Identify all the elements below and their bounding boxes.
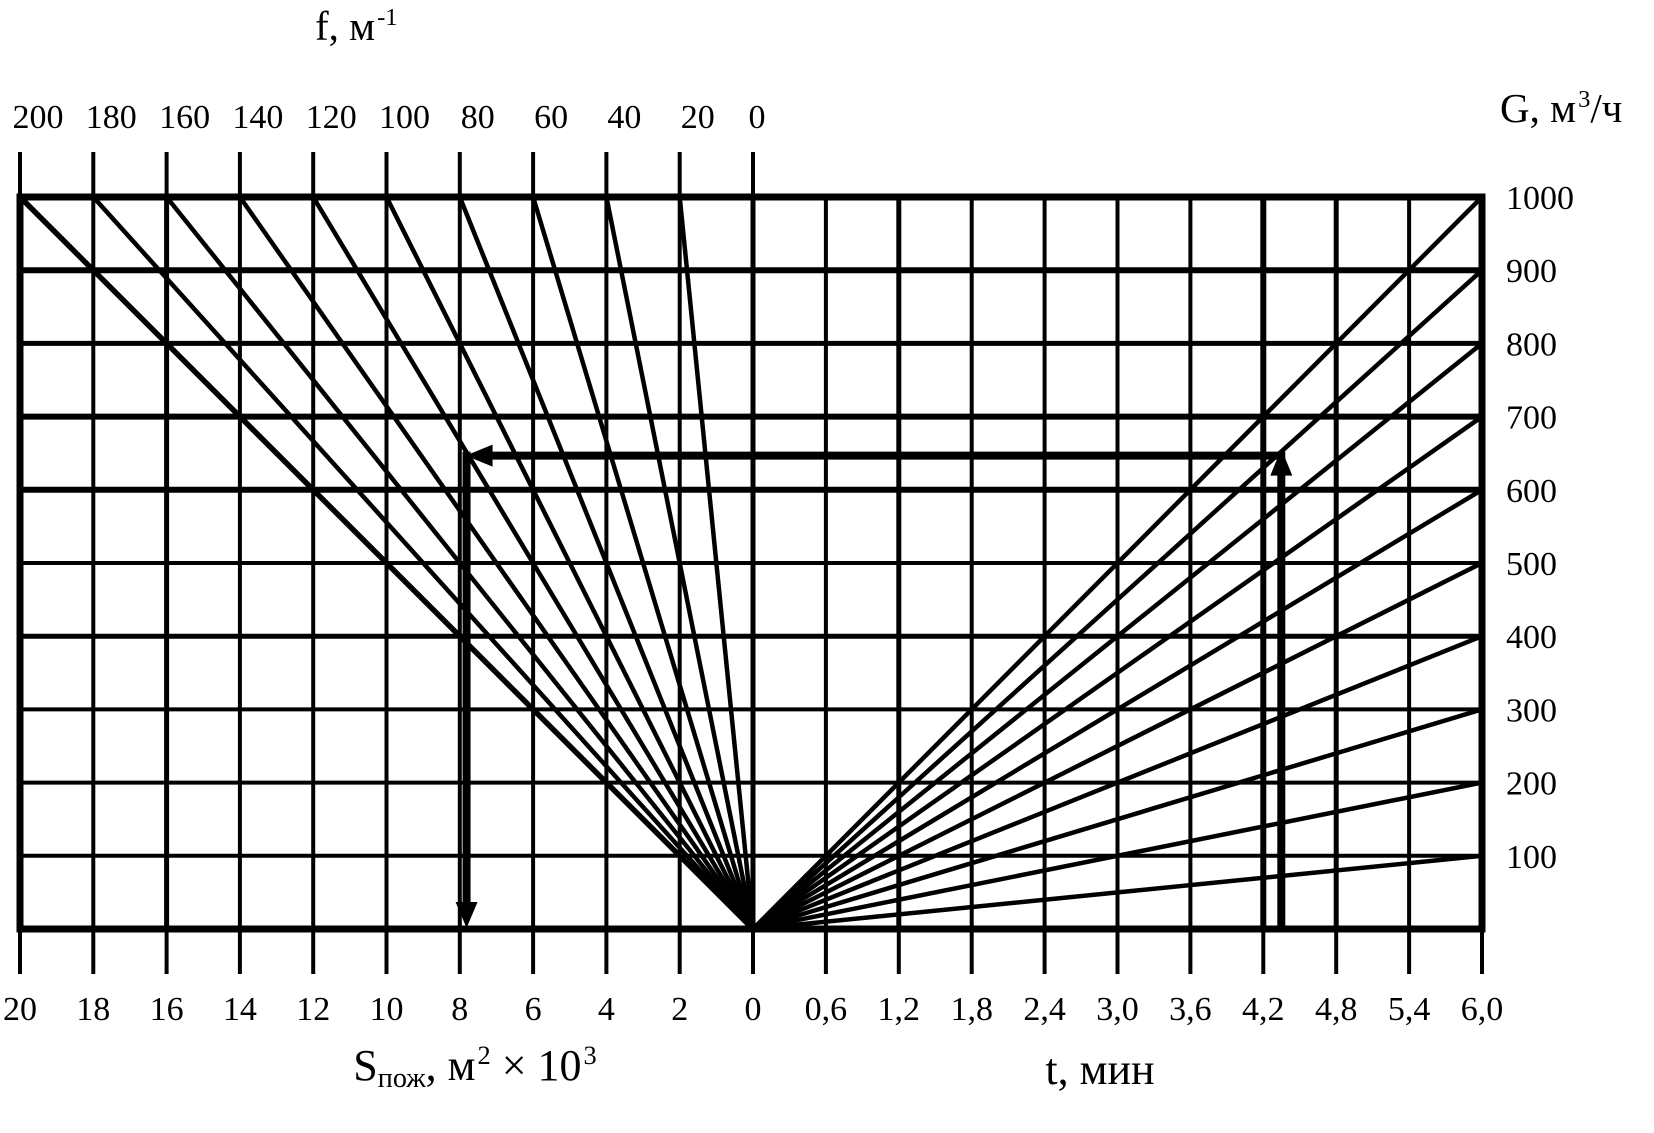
g-line-400: [752, 634, 1483, 932]
right-tick-label: 800: [1506, 326, 1557, 363]
g-line-200: [752, 780, 1483, 932]
g-line-700: [751, 414, 1484, 931]
g-line-600: [751, 487, 1484, 931]
bottom-left-tick-label: 18: [76, 991, 110, 1028]
t-title-text: t, мин: [1045, 1045, 1155, 1094]
right-tick-label: 1000: [1506, 180, 1574, 217]
g-line-300: [752, 707, 1483, 932]
g-line-100: [752, 853, 1483, 932]
f-line-140: [238, 195, 755, 931]
bottom-right-tick-label: 1,8: [950, 991, 993, 1028]
f-line-160: [164, 195, 755, 931]
top-tick-label: 60: [534, 99, 568, 136]
right-tick-label: 400: [1506, 619, 1557, 656]
example-arrow-left-head: [465, 444, 493, 467]
bottom-right-axis-title: t, мин: [1000, 1048, 1200, 1092]
f-line-40: [604, 196, 756, 930]
example-arrow-down-head: [455, 902, 478, 928]
s-title-mid: , м: [425, 1041, 476, 1090]
top-tick-label: 0: [749, 99, 766, 136]
bottom-right-tick-label: 3,0: [1096, 991, 1139, 1028]
right-tick-label: 100: [1506, 839, 1557, 876]
bottom-left-tick-label: 4: [598, 991, 615, 1028]
top-tick-label: 80: [461, 99, 495, 136]
top-axis-title-sup: -1: [377, 3, 398, 31]
bottom-left-tick-label: 8: [451, 991, 468, 1028]
bottom-left-tick-label: 16: [150, 991, 184, 1028]
f-line-60: [530, 196, 756, 930]
top-tick-label: 160: [159, 99, 210, 136]
f-line-180: [91, 195, 755, 931]
s-title-sub: пож: [377, 1062, 426, 1094]
bottom-left-tick-label: 20: [3, 991, 37, 1028]
right-tick-label: 900: [1506, 253, 1557, 290]
bottom-right-tick-label: 0,6: [805, 991, 848, 1028]
right-axis-title-after: /ч: [1590, 85, 1623, 131]
top-tick-label: 40: [607, 99, 641, 136]
g-line-900: [751, 268, 1484, 931]
bottom-left-tick-label: 12: [296, 991, 330, 1028]
top-tick-label: 180: [86, 99, 137, 136]
bottom-left-tick-label: 2: [671, 991, 688, 1028]
f-line-200: [18, 195, 755, 931]
right-axis-title-text: G, м: [1500, 85, 1577, 131]
bottom-left-tick-label: 0: [745, 991, 762, 1028]
bottom-right-tick-label: 2,4: [1023, 991, 1066, 1028]
right-axis-title-sup: 3: [1578, 85, 1591, 113]
bottom-left-axis-title: Sпож, м2 × 103: [250, 1041, 700, 1092]
right-tick-label: 300: [1506, 692, 1557, 729]
right-tick-label: 700: [1506, 400, 1557, 437]
g-line-800: [751, 341, 1484, 931]
example-arrow-up-head: [1270, 448, 1293, 476]
s-title-mul: × 10: [490, 1041, 582, 1090]
s-title-sup2exp: 2: [477, 1039, 491, 1070]
bottom-left-tick-label: 14: [223, 991, 257, 1028]
top-axis-title-text: f, м: [315, 3, 376, 49]
top-tick-label: 120: [306, 99, 357, 136]
top-axis-title: f, м-1: [315, 3, 398, 49]
f-line-20: [677, 196, 756, 930]
bottom-left-tick-label: 6: [525, 991, 542, 1028]
bottom-right-tick-label: 6,0: [1461, 991, 1504, 1028]
bottom-left-tick-label: 10: [370, 991, 404, 1028]
s-title-main: S: [353, 1041, 378, 1090]
bottom-right-tick-label: 5,4: [1388, 991, 1431, 1028]
top-tick-label: 200: [13, 99, 64, 136]
s-title-sup3exp: 3: [583, 1039, 597, 1070]
g-line-1000: [751, 195, 1484, 931]
f-line-120: [311, 195, 755, 931]
top-tick-label: 20: [681, 99, 715, 136]
bottom-right-tick-label: 4,8: [1315, 991, 1358, 1028]
top-tick-label: 100: [379, 99, 430, 136]
bottom-right-tick-label: 4,2: [1242, 991, 1285, 1028]
right-tick-label: 600: [1506, 473, 1557, 510]
bottom-right-tick-label: 1,2: [878, 991, 921, 1028]
f-line-80: [457, 196, 756, 930]
right-axis-title: G, м3/ч: [1500, 85, 1623, 131]
bottom-right-tick-label: 3,6: [1169, 991, 1212, 1028]
g-line-500: [751, 560, 1484, 932]
f-line-100: [384, 195, 756, 931]
top-tick-label: 140: [232, 99, 283, 136]
right-tick-label: 500: [1506, 546, 1557, 583]
right-tick-label: 200: [1506, 766, 1557, 803]
